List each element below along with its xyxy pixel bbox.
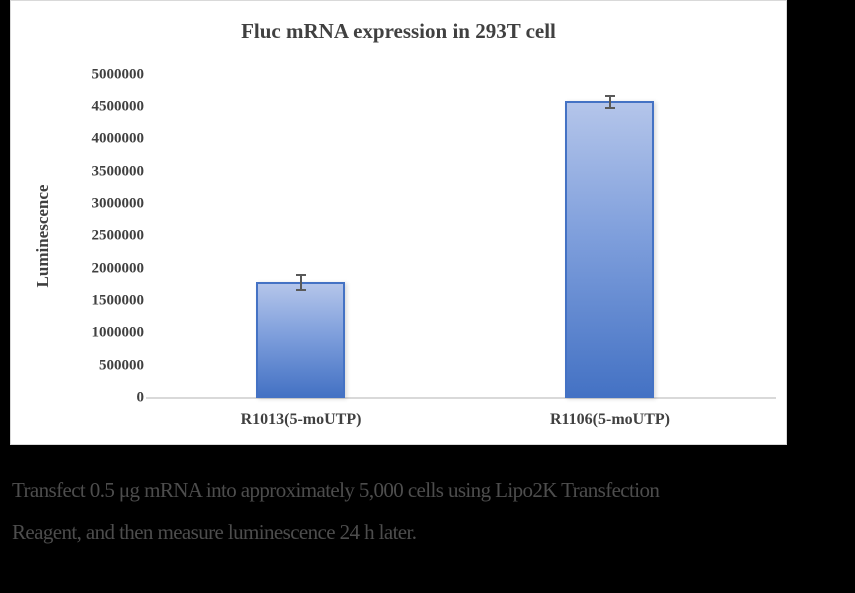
error-cap <box>605 95 615 97</box>
y-axis-label: Luminescence <box>33 184 52 288</box>
y-tick: 5000000 <box>91 66 145 83</box>
x-axis-line <box>146 397 776 399</box>
chart-title: Fluc mRNA expression in 293T cell <box>241 19 556 43</box>
y-tick: 3000000 <box>91 195 145 212</box>
caption-line-1: Transfect 0.5 μg mRNA into approximately… <box>12 478 660 502</box>
error-cap <box>296 289 306 291</box>
y-tick: 2000000 <box>91 260 145 277</box>
x-tick-label: R1106(5-moUTP) <box>550 411 670 428</box>
chart-panel: Fluc mRNA expression in 293T cell Lumine… <box>10 0 787 445</box>
error-cap <box>605 107 615 109</box>
y-axis-ticks: 5000000 4500000 4000000 3500000 3000000 … <box>54 1 145 444</box>
y-tick: 0 <box>136 389 145 406</box>
caption-line-2: Reagent, and then measure luminescence 2… <box>12 520 417 544</box>
y-tick: 1500000 <box>91 292 145 309</box>
error-bar-r1106 <box>609 95 611 109</box>
y-tick: 4500000 <box>91 98 145 115</box>
y-tick: 1000000 <box>91 324 145 341</box>
bar-r1013 <box>256 282 345 398</box>
bar-r1106 <box>565 101 654 398</box>
y-tick: 2500000 <box>91 227 145 244</box>
y-tick: 3500000 <box>91 163 145 180</box>
error-cap <box>296 274 306 276</box>
y-tick: 500000 <box>99 357 144 374</box>
y-tick: 4000000 <box>91 130 145 147</box>
x-tick-label: R1013(5-moUTP) <box>240 411 362 428</box>
error-bar-r1013 <box>300 274 302 291</box>
